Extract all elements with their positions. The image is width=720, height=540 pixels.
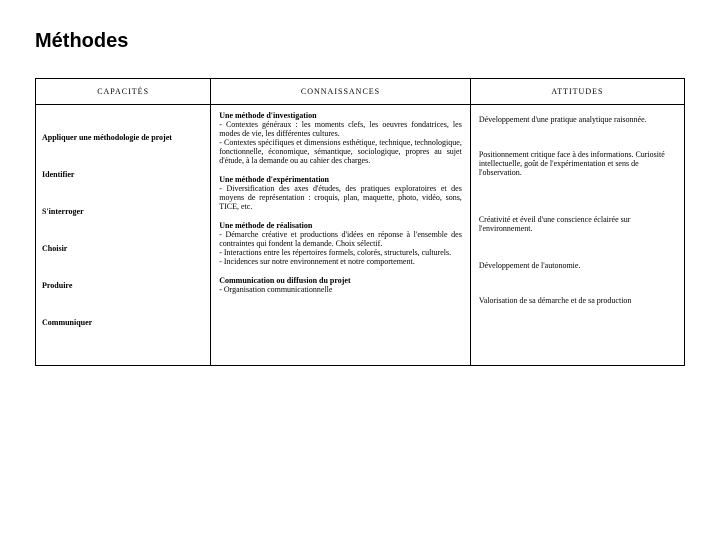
capacity-item: Choisir	[42, 244, 204, 253]
header-capacities: CAPACITÉS	[36, 79, 211, 105]
knowledge-block: Une méthode d'investigation - Contextes …	[219, 111, 462, 165]
capacity-item: Communiquer	[42, 318, 204, 327]
methods-table: CAPACITÉS CONNAISSANCES ATTITUDES Appliq…	[35, 78, 685, 366]
capacity-item: Produire	[42, 281, 204, 290]
attitudes-cell: Développement d'une pratique analytique …	[470, 105, 684, 366]
knowledge-title: Une méthode de réalisation	[219, 221, 462, 230]
header-attitudes: ATTITUDES	[470, 79, 684, 105]
knowledge-block: Une méthode d'expérimentation - Diversif…	[219, 175, 462, 211]
knowledge-body: - Organisation communicationnelle	[219, 285, 332, 294]
header-knowledge: CONNAISSANCES	[211, 79, 471, 105]
knowledge-body: - Contextes généraux : les moments clefs…	[219, 120, 462, 165]
knowledge-cell: Une méthode d'investigation - Contextes …	[211, 105, 471, 366]
attitude-item: Développement de l'autonomie.	[479, 261, 676, 270]
knowledge-block: Une méthode de réalisation - Démarche cr…	[219, 221, 462, 266]
page-title: Méthodes	[35, 30, 685, 53]
knowledge-block: Communication ou diffusion du projet - O…	[219, 276, 462, 294]
knowledge-title: Une méthode d'expérimentation	[219, 175, 462, 184]
knowledge-body: - Démarche créative et productions d'idé…	[219, 230, 462, 266]
attitude-item: Développement d'une pratique analytique …	[479, 115, 676, 124]
knowledge-title: Communication ou diffusion du projet	[219, 276, 462, 285]
capacity-item: Appliquer une méthodologie de projet	[42, 133, 204, 142]
attitude-item: Valorisation de sa démarche et de sa pro…	[479, 296, 676, 305]
knowledge-body: - Diversification des axes d'études, des…	[219, 184, 462, 211]
knowledge-title: Une méthode d'investigation	[219, 111, 462, 120]
capacity-item: S'interroger	[42, 207, 204, 216]
capacities-cell: Appliquer une méthodologie de projet Ide…	[36, 105, 211, 366]
attitude-item: Positionnement critique face à des infor…	[479, 150, 676, 177]
attitude-item: Créativité et éveil d'une conscience écl…	[479, 215, 676, 233]
capacity-item: Identifier	[42, 170, 204, 179]
